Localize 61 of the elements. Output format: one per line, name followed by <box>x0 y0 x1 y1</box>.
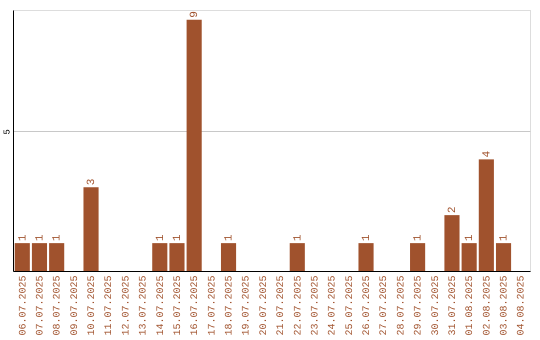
bar <box>14 243 30 271</box>
x-tick-label: 01.08.2025 <box>465 276 476 336</box>
x-tick-label: 08.07.2025 <box>52 276 64 336</box>
bar <box>410 243 426 271</box>
x-tick-label: 29.07.2025 <box>414 276 425 336</box>
x-tick-label: 19.07.2025 <box>242 276 253 336</box>
x-tick-label: 02.08.2025 <box>482 276 494 336</box>
x-tick-label: 28.07.2025 <box>396 276 408 336</box>
data-label: 4 <box>481 150 494 158</box>
bar <box>186 20 202 271</box>
x-tick-label: 13.07.2025 <box>138 276 150 336</box>
x-tick-label: 10.07.2025 <box>87 276 98 336</box>
bar <box>32 243 48 271</box>
bar <box>462 243 477 271</box>
bar <box>478 159 494 271</box>
x-tick-label: 15.07.2025 <box>172 276 184 336</box>
data-label: 1 <box>17 234 30 242</box>
data-label: 1 <box>498 234 511 242</box>
data-label: 1 <box>412 234 425 242</box>
bar <box>49 243 64 271</box>
x-tick-label: 24.07.2025 <box>328 276 339 336</box>
bar <box>220 243 236 271</box>
bar <box>496 243 512 271</box>
data-label: 1 <box>464 234 476 242</box>
x-tick-label: 22.07.2025 <box>293 276 304 336</box>
x-tick-label: 30.07.2025 <box>430 276 442 336</box>
x-tick-label: 31.07.2025 <box>448 276 459 336</box>
x-tick-label: 25.07.2025 <box>344 276 356 336</box>
x-tick-label: 12.07.2025 <box>121 276 132 336</box>
data-label: 1 <box>292 234 304 242</box>
x-tick-label: 20.07.2025 <box>258 276 270 336</box>
bar <box>83 187 99 271</box>
x-tick-label: 11.07.2025 <box>104 276 116 336</box>
x-tick-label: 07.07.2025 <box>35 276 46 336</box>
bar <box>152 243 168 271</box>
data-label: 1 <box>224 234 236 242</box>
data-label: 1 <box>52 234 64 242</box>
x-tick-label: 16.07.2025 <box>190 276 202 336</box>
x-tick-label: 17.07.2025 <box>207 276 218 336</box>
data-label: 1 <box>34 234 46 242</box>
data-label: 1 <box>361 234 374 242</box>
y-tick-label: 5 <box>2 129 12 135</box>
data-label: 1 <box>154 234 167 242</box>
bar <box>444 215 460 271</box>
x-tick-label: 04.08.2025 <box>516 276 528 336</box>
data-label: 3 <box>86 178 98 186</box>
x-tick-label: 21.07.2025 <box>276 276 288 336</box>
x-tick-label: 03.08.2025 <box>500 276 511 336</box>
bar <box>169 243 185 271</box>
data-label: 1 <box>172 234 184 242</box>
x-tick-label: 27.07.2025 <box>379 276 390 336</box>
data-label: 9 <box>189 11 202 18</box>
x-tick-label: 14.07.2025 <box>156 276 167 336</box>
bar <box>358 243 374 271</box>
bar <box>290 243 305 271</box>
data-label: 2 <box>446 206 459 214</box>
x-tick-label: 06.07.2025 <box>18 276 30 336</box>
x-tick-label: 23.07.2025 <box>310 276 322 336</box>
x-tick-label: 09.07.2025 <box>70 276 81 336</box>
x-tick-label: 26.07.2025 <box>362 276 374 336</box>
x-tick-label: 18.07.2025 <box>224 276 236 336</box>
